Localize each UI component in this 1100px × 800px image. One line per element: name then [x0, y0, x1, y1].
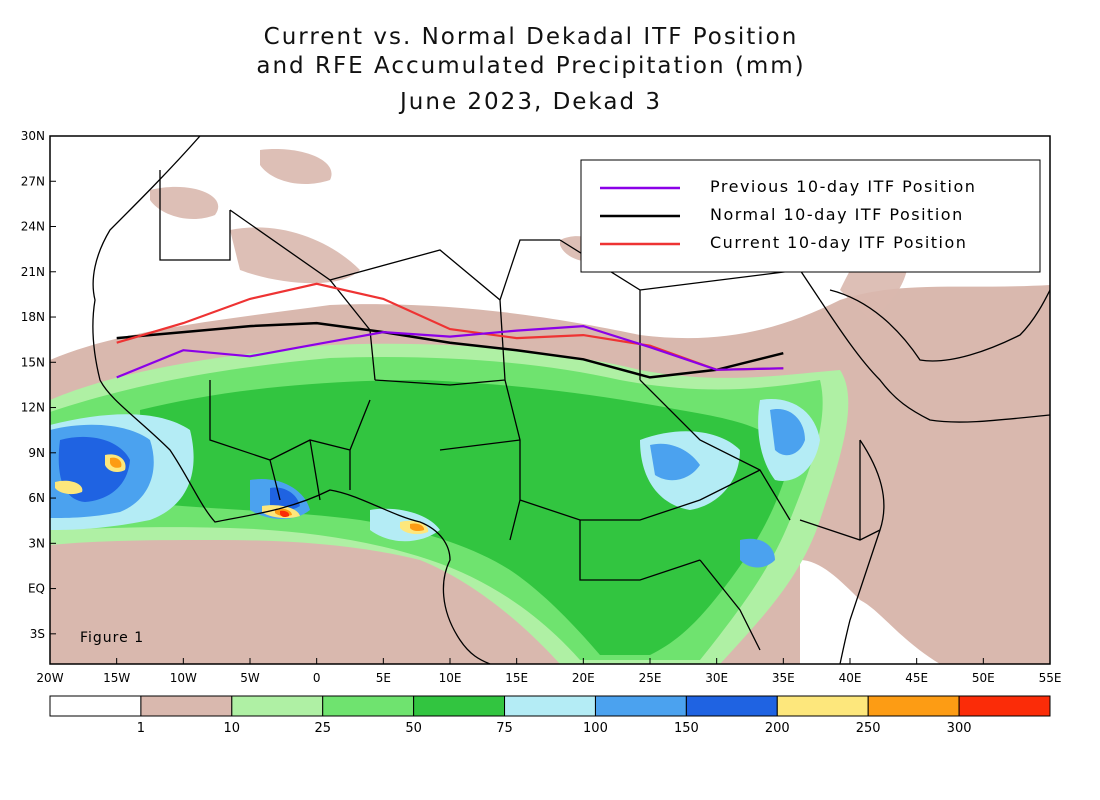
itf-line-normal — [116, 321, 784, 379]
colorbar-swatch — [776, 695, 869, 717]
lat-tick-label: 24N — [21, 220, 45, 234]
lon-tick-label: 50E — [972, 671, 995, 685]
itf-lines — [116, 282, 784, 379]
map-title-line1: Current vs. Normal Dekadal ITF Position — [263, 24, 799, 50]
precip-band-50-75 — [140, 380, 790, 655]
lat-tick-label: 15N — [21, 355, 45, 369]
precipitation-colorbar: 1 10 25 50 75 100 150 200 250 300 — [49, 695, 1051, 736]
lon-tick-label: 0 — [313, 671, 321, 685]
country-borders — [92, 136, 1050, 664]
lat-tick-label: 30N — [21, 129, 45, 143]
colorbar-swatch — [413, 695, 506, 717]
lon-tick-label: 40E — [839, 671, 862, 685]
lat-tick-label: 3S — [30, 627, 45, 641]
lon-tick-label: 5W — [240, 671, 260, 685]
itf-line-previous — [116, 324, 784, 379]
precip-band-over-300 — [280, 510, 290, 518]
lon-tick-label: 45E — [905, 671, 928, 685]
lon-tick-label: 20E — [572, 671, 595, 685]
east-africa-coastline — [819, 299, 1050, 664]
country-border-lines — [159, 170, 881, 651]
colorbar-label: 1 — [137, 721, 145, 736]
map-title-line3: June 2023, Dekad 3 — [400, 89, 662, 115]
lat-tick-label: 9N — [28, 446, 45, 460]
lon-tick-label: 35E — [772, 671, 795, 685]
colorbar-label: 50 — [405, 721, 422, 736]
colorbar-swatch — [322, 695, 415, 717]
colorbar-label: 200 — [765, 721, 790, 736]
lon-tick-label: 55E — [1039, 671, 1062, 685]
latitude-axis: 30N 27N 24N 21N 18N 15N 12N 9N 6N 3N EQ 3S — [21, 129, 56, 641]
longitude-axis: 20W 15W 10W 5W 0 5E 10E 15E 20E 25E 30E 35E 40E 45E 50… — [36, 658, 1061, 685]
legend-label-previous: Previous 10-day ITF Position — [710, 177, 976, 196]
colorbar-label: 100 — [583, 721, 608, 736]
map-title-line2: and RFE Accumulated Precipitation (mm) — [256, 53, 806, 79]
itf-legend: Previous 10-day ITF Position Normal 10-d… — [580, 159, 1041, 273]
lat-tick-label: 3N — [28, 536, 45, 550]
legend-label-normal: Normal 10-day ITF Position — [710, 205, 964, 224]
lat-tick-label: EQ — [28, 582, 45, 596]
lon-tick-label: 25E — [639, 671, 662, 685]
legend-label-current: Current 10-day ITF Position — [710, 233, 967, 252]
colorbar-label: 300 — [947, 721, 972, 736]
figure-label: Figure 1 — [80, 630, 144, 646]
lon-tick-label: 10W — [170, 671, 197, 685]
lon-tick-label: 10E — [439, 671, 462, 685]
lat-tick-label: 18N — [21, 310, 45, 324]
colorbar-swatch — [49, 695, 142, 717]
colorbar-swatch — [140, 695, 233, 717]
lat-tick-label: 6N — [28, 491, 45, 505]
colorbar-swatch — [958, 695, 1051, 717]
lon-tick-label: 15W — [103, 671, 130, 685]
arabian-peninsula-outline — [829, 289, 1050, 362]
colorbar-swatch — [594, 695, 687, 717]
west-africa-coastline — [92, 136, 491, 664]
colorbar-label: 150 — [674, 721, 699, 736]
colorbar-swatch — [867, 695, 960, 717]
precip-band-150-200 — [58, 436, 300, 511]
lat-tick-label: 27N — [21, 174, 45, 188]
colorbar-label: 250 — [856, 721, 881, 736]
colorbar-label: 75 — [496, 721, 513, 736]
colorbar-label: 25 — [314, 721, 331, 736]
colorbar-swatch — [231, 695, 324, 717]
colorbar-swatch — [504, 695, 596, 717]
lat-tick-label: 12N — [21, 401, 45, 415]
colorbar-label: 10 — [224, 721, 241, 736]
lat-tick-label: 21N — [21, 265, 45, 279]
lon-tick-label: 30E — [705, 671, 728, 685]
lon-tick-label: 15E — [505, 671, 528, 685]
lon-tick-label: 5E — [376, 671, 391, 685]
map-border — [49, 135, 1051, 665]
lon-tick-label: 20W — [36, 671, 63, 685]
colorbar-swatch — [685, 695, 778, 717]
precipitation-field — [50, 149, 1050, 664]
